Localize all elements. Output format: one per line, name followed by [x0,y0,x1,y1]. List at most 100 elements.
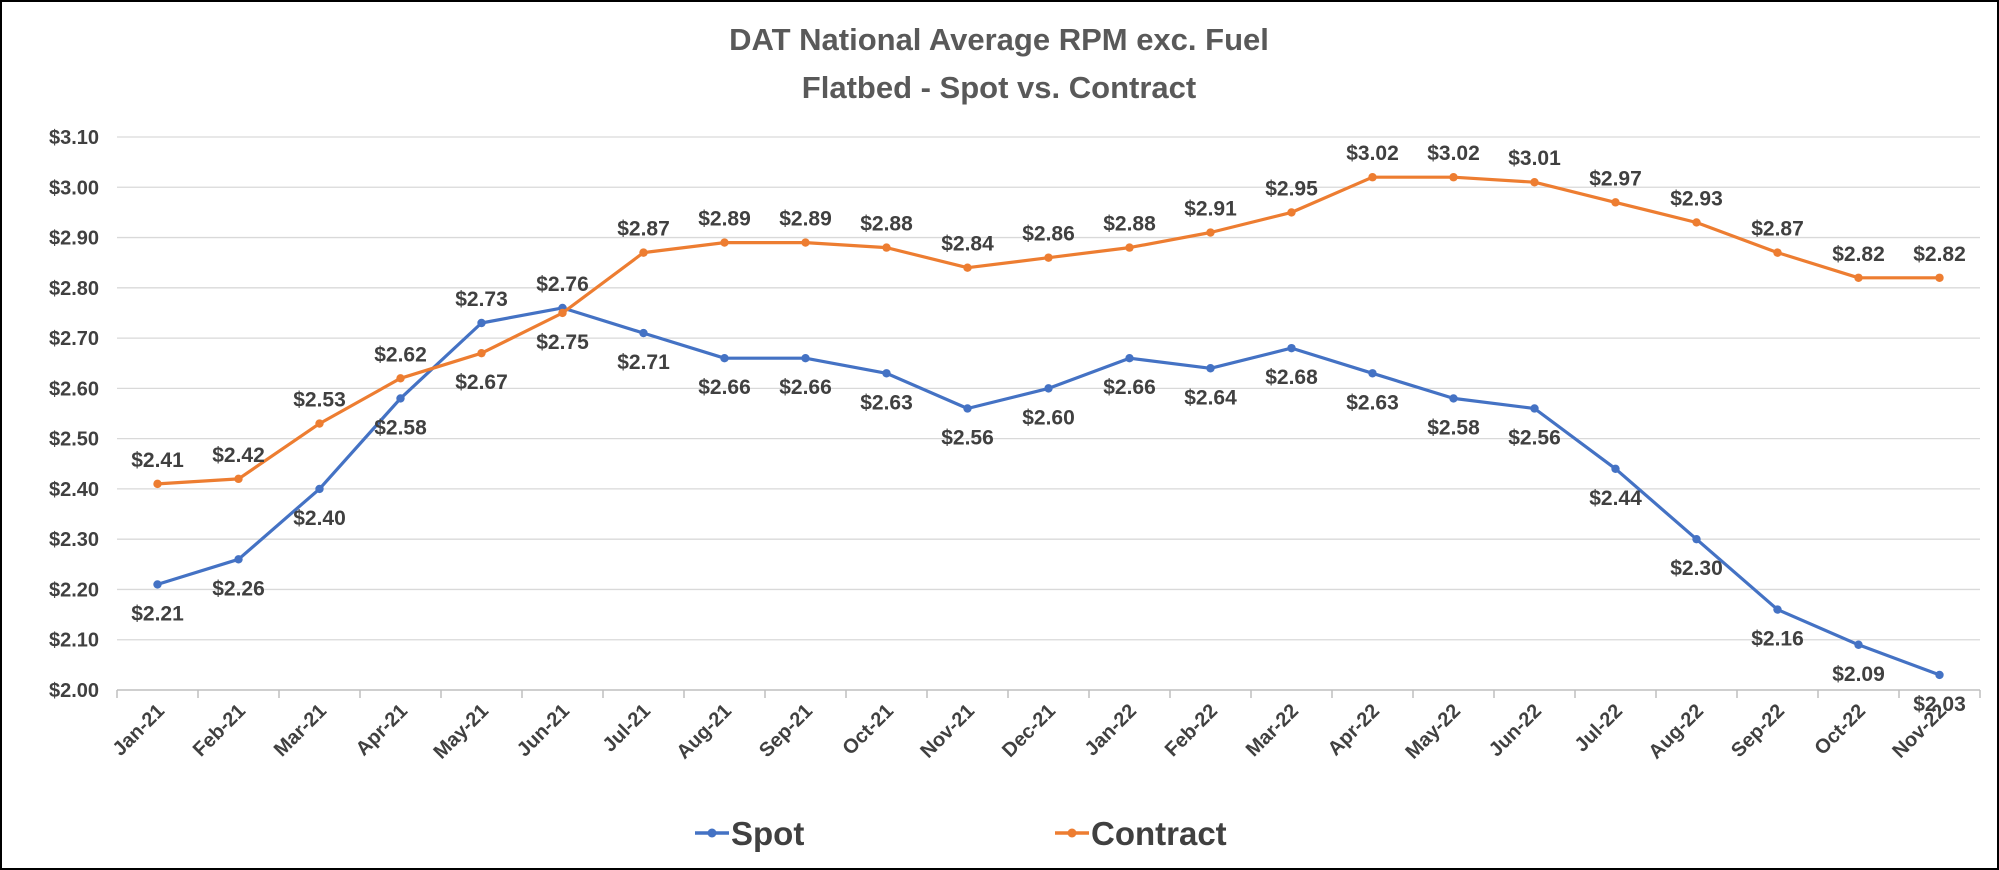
x-tick-label: Feb-22 [1161,700,1222,761]
data-label-contract: $2.84 [941,233,994,256]
data-label-spot: $2.16 [1751,628,1804,651]
data-point-contract [1206,228,1215,237]
data-point-contract [1044,253,1053,262]
data-label-contract: $2.75 [536,331,589,354]
data-label-spot: $2.30 [1670,557,1723,580]
legend: Spot Contract [695,815,1227,852]
data-point-spot [315,484,324,494]
data-label-spot: $2.56 [1508,426,1561,449]
data-label-contract: $2.42 [212,444,265,467]
y-tick-label: $2.70 [49,328,99,350]
x-tick-label: Oct-22 [1810,700,1870,760]
data-point-contract [1530,178,1539,187]
data-label-contract: $2.82 [1832,243,1885,266]
x-tick-label: Aug-22 [1645,700,1708,763]
data-label-contract: $3.01 [1508,147,1561,170]
data-label-spot: $2.66 [698,376,751,399]
x-tick-label: Jan-21 [109,700,169,760]
x-tick-label: Nov-21 [916,700,979,763]
data-point-spot [1854,640,1863,649]
data-point-contract [801,238,810,247]
data-point-spot [963,404,972,413]
data-label-spot: $2.63 [860,391,913,414]
data-point-contract [1773,248,1782,257]
data-point-contract [1125,243,1134,252]
x-tick-label: May-21 [430,700,494,764]
x-tick-label: Aug-21 [673,700,736,763]
data-point-spot [153,580,162,589]
data-label-spot: $2.60 [1022,406,1075,429]
x-tick-label: Dec-21 [998,700,1060,762]
data-label-spot: $2.63 [1346,391,1399,414]
x-tick-label: Feb-21 [189,700,250,761]
y-tick-label: $2.60 [49,378,99,400]
x-tick-label: Sep-22 [1727,700,1789,762]
data-point-contract [1935,273,1944,282]
x-tick-label: May-22 [1402,700,1466,764]
y-tick-label: $2.20 [49,579,99,601]
y-tick-label: $3.10 [49,127,99,149]
data-label-spot: $2.26 [212,577,265,600]
data-point-spot [396,394,405,403]
x-tick-label: Jan-22 [1081,700,1141,760]
data-label-spot: $2.73 [455,288,508,311]
data-point-spot [1692,534,1701,544]
chart-title: DAT National Average RPM exc. Fuel [729,22,1269,57]
data-label-spot: $2.68 [1265,366,1318,389]
x-tick-label: Apr-22 [1324,700,1384,760]
data-point-spot [1611,464,1620,473]
data-point-contract [315,419,324,428]
data-label-contract: $2.87 [617,218,670,241]
y-tick-label: $2.50 [49,429,99,451]
data-point-contract [1692,218,1701,227]
y-tick-label: $2.40 [49,479,99,501]
x-tick-label: Oct-21 [838,700,898,760]
x-tick-label: Sep-21 [755,700,817,762]
x-tick-label: Mar-21 [270,700,331,761]
legend-label-contract: Contract [1091,815,1227,852]
data-point-spot [801,354,810,363]
data-point-spot [477,318,486,328]
data-point-spot [1206,364,1215,373]
y-tick-label: $3.00 [49,177,99,199]
data-point-spot [234,555,243,564]
data-point-spot [639,328,648,338]
y-tick-label: $2.00 [49,680,99,702]
data-point-spot [1530,404,1539,413]
data-label-spot: $2.40 [293,507,346,530]
data-label-spot: $2.58 [1427,416,1480,439]
data-label-contract: $2.93 [1670,187,1723,210]
data-label-contract: $2.95 [1265,177,1318,200]
data-point-contract [882,243,891,252]
data-point-contract [153,479,162,489]
data-label-spot: $2.03 [1913,693,1966,716]
data-point-contract [1368,173,1377,182]
legend-marker-spot [707,828,717,838]
x-tick-label: Jun-22 [1485,700,1546,761]
y-tick-label: $2.80 [49,278,99,300]
data-label-spot: $2.71 [617,351,670,374]
legend-label-spot: Spot [731,815,804,852]
y-tick-label: $2.10 [49,630,99,652]
data-label-spot: $2.09 [1832,663,1885,686]
data-label-contract: $2.89 [698,208,751,231]
data-point-spot [1449,394,1458,403]
data-point-contract [1287,208,1296,217]
y-tick-label: $2.90 [49,228,99,250]
data-label-contract: $2.67 [455,371,508,394]
data-label-spot: $2.64 [1184,386,1237,409]
x-tick-label: Jul-22 [1571,700,1627,756]
data-point-contract [234,474,243,484]
x-tick-label: Apr-21 [352,700,412,760]
data-label-contract: $2.91 [1184,198,1237,221]
data-label-contract: $2.53 [293,389,346,412]
x-tick-label: Mar-22 [1242,700,1303,761]
data-label-spot: $2.66 [1103,376,1156,399]
data-label-contract: $2.97 [1589,167,1642,190]
x-axis: Jan-21 Feb-21 Mar-21 Apr-21 May-21 Jun-21 Jul-… [109,689,1981,764]
data-point-spot [1044,384,1053,393]
data-point-contract [1449,173,1458,182]
data-point-spot [720,354,729,363]
